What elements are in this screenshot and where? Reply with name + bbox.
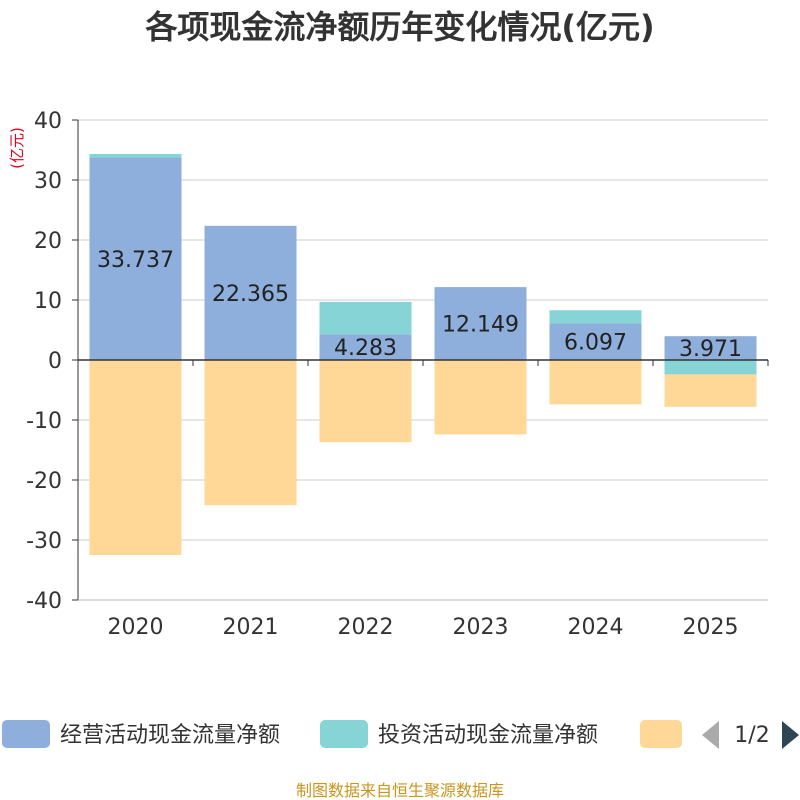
gridlines — [78, 119, 768, 601]
chart-title: 各项现金流净额历年变化情况(亿元) — [145, 8, 654, 46]
bar-series0-2024[interactable] — [549, 323, 642, 360]
legend-swatch-investing — [320, 720, 368, 748]
x-tick-label: 2024 — [568, 615, 624, 640]
legend-item-financing[interactable] — [640, 720, 682, 748]
bar-series2-2021[interactable] — [204, 360, 297, 506]
y-tick-label: 20 — [34, 229, 62, 254]
data-labels: 33.737 22.365 4.283 12.149 6.097 3.971 — [97, 248, 742, 362]
x-tick-label: 2021 — [223, 615, 279, 640]
bar-series2-2020[interactable] — [89, 360, 182, 555]
bar-series0-2025[interactable] — [664, 336, 757, 360]
legend-swatch-operating — [2, 720, 50, 748]
legend: 经营活动现金流量净额 投资活动现金流量净额 1/2 — [2, 720, 799, 749]
bar-series1-2020[interactable] — [89, 153, 182, 158]
legend-pager-label: 1/2 — [734, 723, 769, 748]
data-label-2025: 3.971 — [679, 337, 742, 362]
triangle-left-icon[interactable] — [702, 721, 719, 749]
bar-series1-2025[interactable] — [664, 360, 757, 375]
legend-label-investing: 投资活动现金流量净额 — [378, 723, 598, 748]
x-tick-label: 2025 — [683, 615, 739, 640]
bar-series0-2020[interactable] — [89, 157, 182, 360]
y-axis-unit-label: (亿元) — [8, 127, 26, 169]
bar-series1-2022[interactable] — [319, 301, 412, 335]
axes: 40 30 20 10 0 -10 -20 -30 -40 2020 2021 2022 2023 202… — [26, 109, 769, 640]
legend-item-operating[interactable]: 经营活动现金流量净额 — [2, 720, 280, 748]
legend-item-investing[interactable]: 投资活动现金流量净额 — [320, 720, 598, 748]
bar-series0-2022[interactable] — [319, 334, 412, 360]
y-tick-label: -20 — [26, 469, 62, 494]
x-tick-label: 2020 — [108, 615, 164, 640]
y-tick-label: -40 — [26, 589, 62, 614]
data-label-2024: 6.097 — [564, 331, 627, 356]
x-tick-label: 2023 — [453, 615, 509, 640]
legend-swatch-financing — [640, 720, 682, 748]
bar-series0-2023[interactable] — [434, 287, 527, 360]
y-tick-label: -10 — [26, 409, 62, 434]
x-tick-label: 2022 — [338, 615, 394, 640]
y-tick-label: 10 — [34, 289, 62, 314]
triangle-right-icon[interactable] — [782, 721, 799, 749]
y-tick-label: 0 — [48, 349, 62, 374]
data-label-2021: 22.365 — [212, 282, 289, 307]
bar-series2-2022[interactable] — [319, 360, 412, 443]
bar-series2-2023[interactable] — [434, 360, 527, 435]
data-label-2022: 4.283 — [334, 336, 397, 361]
bar-series2-2024[interactable] — [549, 360, 642, 405]
bars — [89, 153, 757, 555]
y-tick-label: -30 — [26, 529, 62, 554]
source-note: 制图数据来自恒生聚源数据库 — [296, 781, 504, 800]
bar-series1-2024[interactable] — [549, 310, 642, 324]
data-label-2020: 33.737 — [97, 248, 174, 273]
bar-series0-2021[interactable] — [204, 225, 297, 360]
data-label-2023: 12.149 — [442, 313, 519, 338]
bar-series2-2025[interactable] — [664, 374, 757, 407]
y-tick-label: 30 — [34, 169, 62, 194]
y-tick-label: 40 — [34, 109, 62, 134]
legend-label-operating: 经营活动现金流量净额 — [60, 723, 280, 748]
